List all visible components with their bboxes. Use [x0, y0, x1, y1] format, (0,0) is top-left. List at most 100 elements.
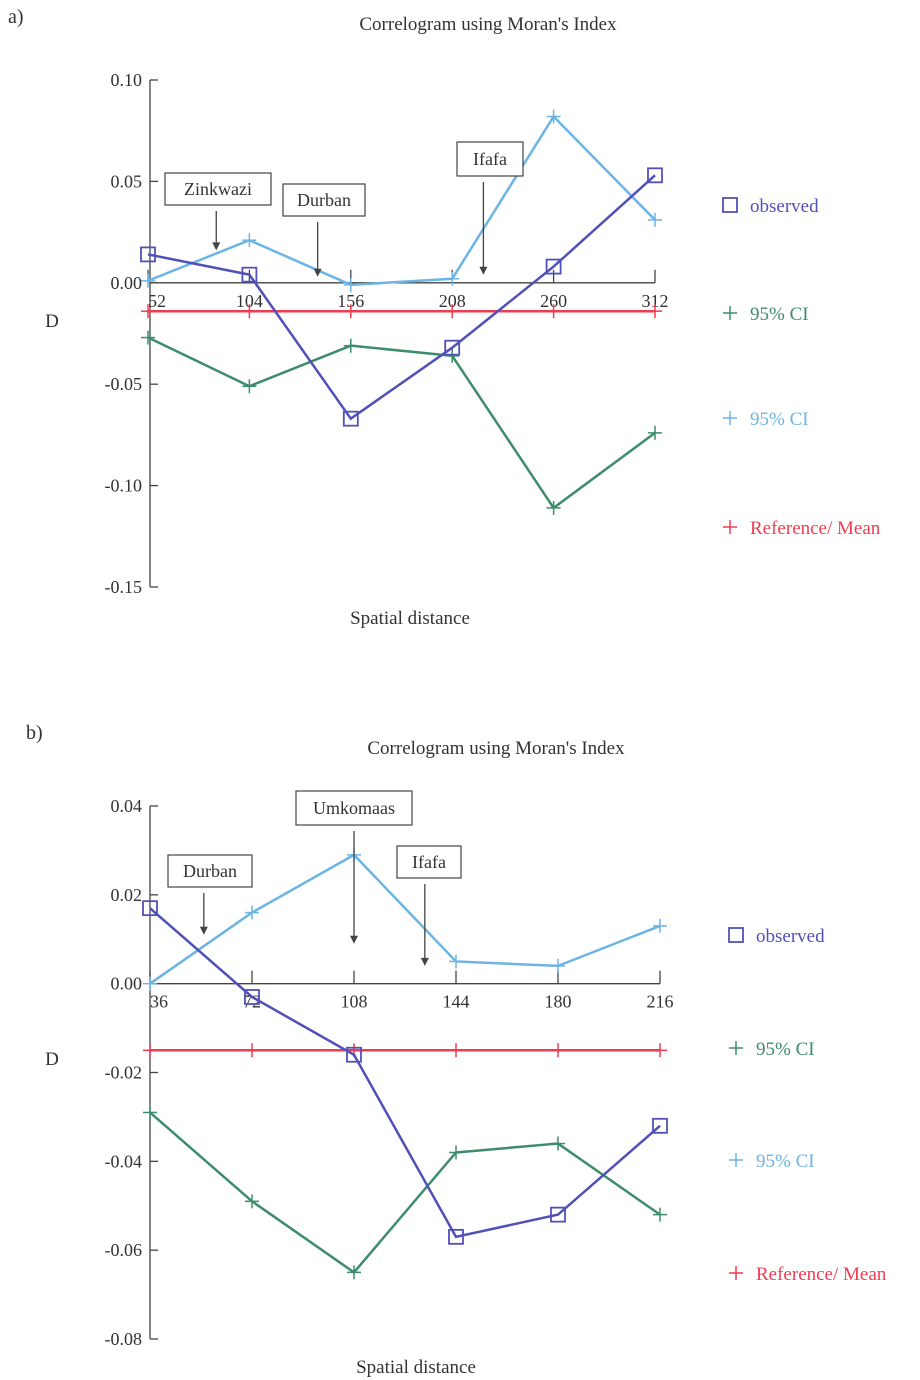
observed-point: [140, 246, 156, 263]
legend-label: 95% CI: [756, 1151, 815, 1172]
annotation-arrow-head: [350, 935, 358, 944]
legend-marker-plus: [723, 411, 737, 425]
legend-marker-plus: [723, 306, 737, 320]
annotation-arrow-head: [479, 266, 488, 275]
plus-point: [347, 1265, 361, 1280]
plus-point: [449, 1043, 463, 1058]
series-line-ci-2: [149, 853, 661, 985]
annotation-box: [295, 790, 413, 826]
y-tick-label: 0.10: [111, 70, 143, 90]
observed-point: [444, 339, 461, 356]
x-tick-label: 156: [337, 291, 364, 311]
plus-point: [551, 1136, 565, 1151]
chart-a: Correlogram using Moran's Index Spatial d…: [45, 14, 881, 629]
legend-label: observed: [756, 926, 825, 947]
observed-point: [244, 989, 260, 1005]
y-tick-label: 0.02: [111, 885, 143, 905]
y-tick-label: -0.08: [105, 1329, 143, 1349]
plus-point: [648, 212, 662, 227]
panel-a-label: a): [8, 6, 24, 28]
plus-point: [653, 1207, 667, 1222]
plus-point: [653, 918, 667, 933]
legend-label: 95% CI: [750, 304, 809, 325]
legend-marker-plus: [729, 1266, 743, 1280]
plus-point: [242, 233, 257, 248]
legend-label: Reference/ Mean: [756, 1264, 887, 1285]
plus-point: [245, 905, 259, 920]
x-axis-label: Spatial distance: [356, 1357, 476, 1378]
annotation-box: [456, 141, 524, 177]
observed-point: [241, 266, 258, 283]
plus-point: [242, 304, 257, 319]
plus-point: [141, 273, 155, 288]
y-tick-label: 0.05: [111, 171, 143, 191]
y-tick-label: -0.04: [105, 1151, 143, 1171]
plus-point: [546, 109, 561, 124]
x-tick-label: 180: [545, 992, 572, 1012]
plus-point: [245, 1043, 259, 1058]
plus-point: [449, 954, 463, 969]
series-line-ci-2: [147, 114, 656, 287]
plus-point: [141, 330, 155, 345]
observed-point: [647, 167, 663, 184]
plus-point: [445, 271, 460, 286]
y-axis-label: D: [45, 1049, 59, 1070]
y-tick-label: 0.00: [111, 273, 143, 293]
series-line-ci-1: [149, 1111, 661, 1275]
plus-point: [141, 304, 155, 319]
legend-label: observed: [750, 196, 819, 217]
x-axis-label: Spatial distance: [350, 608, 470, 629]
annotation-label: Durban: [183, 861, 237, 881]
observed-point: [142, 900, 158, 917]
plus-point: [143, 1105, 157, 1120]
plus-point: [648, 425, 662, 440]
series-line-ci-1: [147, 336, 656, 510]
annotation-box: [396, 845, 462, 879]
y-axis-label: D: [45, 311, 59, 332]
plus-point: [653, 1043, 667, 1058]
legend-marker-square: [728, 927, 744, 943]
annotation-label: Ifafa: [412, 852, 446, 872]
x-tick-label: 52: [148, 291, 166, 311]
y-tick-label: -0.10: [105, 476, 143, 496]
y-tick-label: -0.06: [105, 1240, 143, 1260]
series-line-observed: [149, 907, 661, 1239]
annotation-label: Durban: [297, 190, 351, 210]
annotation-label: Zinkwazi: [184, 179, 252, 199]
series-line-observed: [147, 174, 656, 421]
x-tick-label: 108: [341, 992, 368, 1012]
x-tick-label: 216: [647, 992, 674, 1012]
legend-marker-square: [722, 197, 738, 213]
plus-point: [449, 1145, 463, 1160]
plus-point: [445, 348, 460, 363]
x-tick-label: 312: [642, 291, 669, 311]
legend-label: 95% CI: [750, 409, 809, 430]
annotation-label: Ifafa: [473, 149, 507, 169]
plus-point: [143, 1043, 157, 1058]
annotation-box: [167, 854, 253, 888]
legend-label: Reference/ Mean: [750, 518, 881, 539]
annotation-label: Umkomaas: [313, 798, 395, 818]
panel-b-label: b): [26, 722, 43, 744]
plus-point: [343, 277, 358, 292]
x-tick-label: 208: [439, 291, 466, 311]
x-tick-label: 72: [243, 992, 261, 1012]
plus-point: [546, 304, 561, 319]
plus-point: [551, 1043, 565, 1058]
chart-b: Correlogram using Moran's Index Spatial d…: [45, 738, 887, 1378]
chart-title: Correlogram using Moran's Index: [367, 738, 625, 759]
x-tick-label: 144: [443, 992, 470, 1012]
annotation-box: [282, 183, 366, 217]
annotation-box: [164, 172, 272, 206]
plus-point: [551, 958, 565, 973]
annotation-arrow-head: [420, 957, 429, 966]
plus-point: [343, 304, 358, 319]
x-tick-label: 104: [236, 291, 263, 311]
annotation-arrow-head: [199, 926, 208, 935]
y-tick-label: -0.02: [105, 1063, 143, 1083]
plus-point: [648, 304, 662, 319]
plus-point: [343, 338, 358, 353]
observed-point: [448, 1228, 464, 1245]
plus-point: [242, 379, 257, 394]
plus-point: [546, 500, 561, 515]
